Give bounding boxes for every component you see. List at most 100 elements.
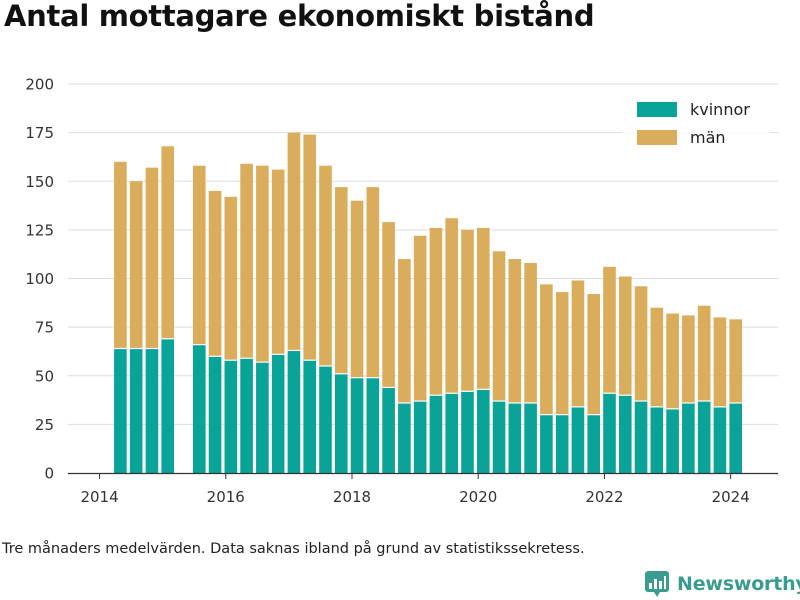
bar-man-19: [429, 227, 443, 396]
x-tick-label-2016: 2016: [207, 488, 245, 506]
legend: kvinnor män: [622, 91, 770, 155]
bar-man-35: [682, 315, 695, 403]
bar-kvinnor-29: [587, 414, 601, 473]
footnote: Tre månaders medelvärden. Data saknas ib…: [2, 541, 585, 557]
bar-man-36: [697, 305, 711, 402]
bar-kvinnor-18: [413, 401, 427, 473]
bar-man-4: [192, 165, 206, 345]
legend-label-man: män: [690, 128, 726, 147]
y-tick-label-150: 150: [25, 173, 54, 191]
bar-man-14: [350, 200, 364, 378]
bar-man-31: [618, 276, 632, 396]
axes: 2014 2016 2018 2020 2022 2024: [68, 472, 778, 506]
brand[interactable]: Newsworthy: [644, 568, 800, 600]
bar-man-34: [666, 313, 679, 409]
bar-kvinnor-32: [634, 401, 648, 473]
x-tick-label-2014: 2014: [80, 488, 118, 506]
bar-kvinnor-35: [682, 402, 695, 473]
bar-man-2: [145, 167, 159, 349]
bar-man-27: [555, 292, 569, 415]
y-tick-label-125: 125: [25, 221, 54, 239]
bar-kvinnor-2: [145, 348, 159, 473]
bar-kvinnor-24: [508, 402, 522, 473]
bar-man-12: [319, 165, 332, 367]
bar-man-28: [571, 280, 585, 407]
bar-kvinnor-12: [319, 366, 332, 473]
bar-kvinnor-10: [287, 350, 301, 473]
bar-kvinnor-31: [618, 395, 632, 473]
x-tick-label-2024: 2024: [712, 488, 750, 506]
y-tick-label-200: 200: [25, 76, 54, 94]
bar-man-5: [208, 190, 222, 357]
bar-man-1: [129, 181, 143, 349]
bar-kvinnor-37: [713, 406, 727, 473]
bar-kvinnor-33: [650, 406, 664, 473]
bar-kvinnor-19: [429, 395, 443, 473]
bars: [114, 132, 743, 473]
bar-man-33: [650, 307, 664, 407]
bar-man-16: [382, 222, 395, 388]
bar-kvinnor-27: [555, 414, 569, 473]
x-tick-label-2022: 2022: [585, 488, 623, 506]
bar-man-21: [461, 229, 474, 392]
bar-man-7: [240, 163, 253, 359]
bar-kvinnor-11: [303, 360, 317, 473]
bar-man-23: [492, 251, 506, 402]
bar-kvinnor-6: [224, 360, 238, 473]
bar-man-30: [603, 266, 616, 394]
bar-man-22: [476, 227, 490, 390]
y-tick-label-50: 50: [35, 367, 54, 385]
bar-man-9: [271, 169, 285, 355]
bar-man-38: [729, 319, 743, 403]
gridlines: 0 25 50 75 100 125 150 175 200: [25, 76, 778, 483]
bar-man-0: [114, 161, 127, 349]
newsworthy-logo-icon: [645, 571, 669, 597]
legend-swatch-kvinnor: [637, 102, 677, 117]
y-tick-label-100: 100: [25, 270, 54, 288]
bar-man-20: [445, 218, 459, 394]
bar-man-29: [587, 294, 601, 415]
bar-kvinnor-30: [603, 393, 616, 473]
y-tick-label-175: 175: [25, 124, 54, 142]
bar-kvinnor-5: [208, 356, 222, 473]
bar-kvinnor-20: [445, 393, 459, 473]
bar-man-10: [287, 132, 301, 351]
bar-kvinnor-17: [398, 402, 411, 473]
brand-name: Newsworthy: [677, 573, 800, 595]
bar-kvinnor-0: [114, 348, 127, 473]
bar-man-32: [634, 286, 648, 402]
y-tick-label-25: 25: [35, 416, 54, 434]
bar-kvinnor-21: [461, 391, 474, 473]
bar-kvinnor-38: [729, 402, 743, 473]
bar-man-3: [161, 146, 175, 339]
bar-kvinnor-16: [382, 387, 395, 473]
bar-man-15: [366, 187, 380, 378]
bar-kvinnor-13: [334, 373, 348, 473]
bar-kvinnor-4: [192, 344, 206, 473]
bar-kvinnor-26: [540, 414, 553, 473]
y-tick-label-0: 0: [44, 465, 54, 483]
bar-kvinnor-1: [129, 348, 143, 473]
bar-kvinnor-36: [697, 401, 711, 473]
bar-kvinnor-22: [476, 389, 490, 473]
bar-kvinnor-23: [492, 401, 506, 473]
bar-man-13: [334, 187, 348, 374]
legend-swatch-man: [637, 130, 677, 145]
bar-man-24: [508, 259, 522, 403]
legend-label-kvinnor: kvinnor: [690, 100, 750, 119]
bar-kvinnor-34: [666, 408, 679, 473]
bar-man-18: [413, 235, 427, 402]
bar-man-11: [303, 134, 317, 361]
bar-man-8: [256, 165, 269, 363]
x-tick-label-2020: 2020: [459, 488, 497, 506]
bar-kvinnor-8: [256, 362, 269, 473]
bar-kvinnor-7: [240, 358, 253, 473]
x-tick-label-2018: 2018: [333, 488, 371, 506]
bar-man-6: [224, 196, 238, 361]
chart-title: Antal mottagare ekonomiskt bistånd: [4, 0, 595, 33]
bar-kvinnor-25: [524, 402, 537, 473]
bar-kvinnor-9: [271, 354, 285, 473]
y-tick-label-75: 75: [35, 319, 54, 337]
bar-kvinnor-3: [161, 338, 175, 473]
